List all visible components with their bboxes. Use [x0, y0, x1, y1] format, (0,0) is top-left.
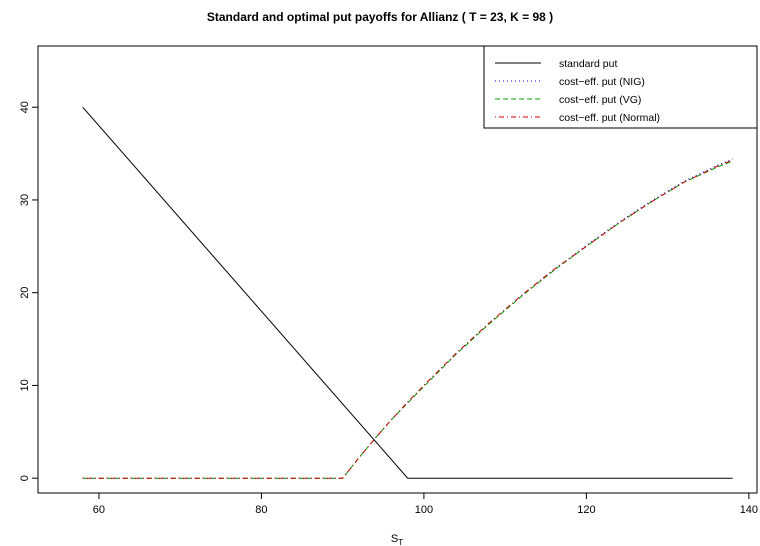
x-axis-label: ST — [391, 533, 403, 546]
y-tick-label-4: 40 — [19, 101, 31, 113]
legend-label-1: cost−eff. put (NIG) — [559, 76, 645, 88]
series-line-1 — [82, 158, 733, 479]
legend: standard put cost−eff. put (NIG) cost−eff.… — [483, 45, 758, 129]
series-layer — [82, 106, 733, 479]
x-tick-label-0: 60 — [93, 504, 105, 516]
legend-label-3: cost−eff. put (Normal) — [559, 112, 660, 124]
axes: 60 80 100 120 140 0 10 20 30 40 — [19, 101, 758, 516]
chart-title: Standard and optimal put payoffs for All… — [207, 10, 553, 24]
x-tick-label-2: 100 — [415, 504, 433, 516]
y-tick-label-1: 10 — [19, 379, 31, 391]
y-tick-label-2: 20 — [19, 287, 31, 299]
series-line-2 — [82, 160, 733, 479]
y-tick-label-3: 30 — [19, 194, 31, 206]
legend-label-0: standard put — [559, 58, 617, 70]
y-tick-label-0: 0 — [19, 475, 31, 481]
series-line-0 — [82, 106, 733, 479]
x-tick-label-1: 80 — [255, 504, 267, 516]
x-tick-label-3: 120 — [577, 504, 595, 516]
plot-frame — [37, 45, 758, 494]
legend-label-2: cost−eff. put (VG) — [559, 94, 641, 106]
legend-box — [483, 45, 758, 129]
series-line-3 — [82, 159, 733, 479]
x-tick-label-4: 140 — [740, 504, 758, 516]
